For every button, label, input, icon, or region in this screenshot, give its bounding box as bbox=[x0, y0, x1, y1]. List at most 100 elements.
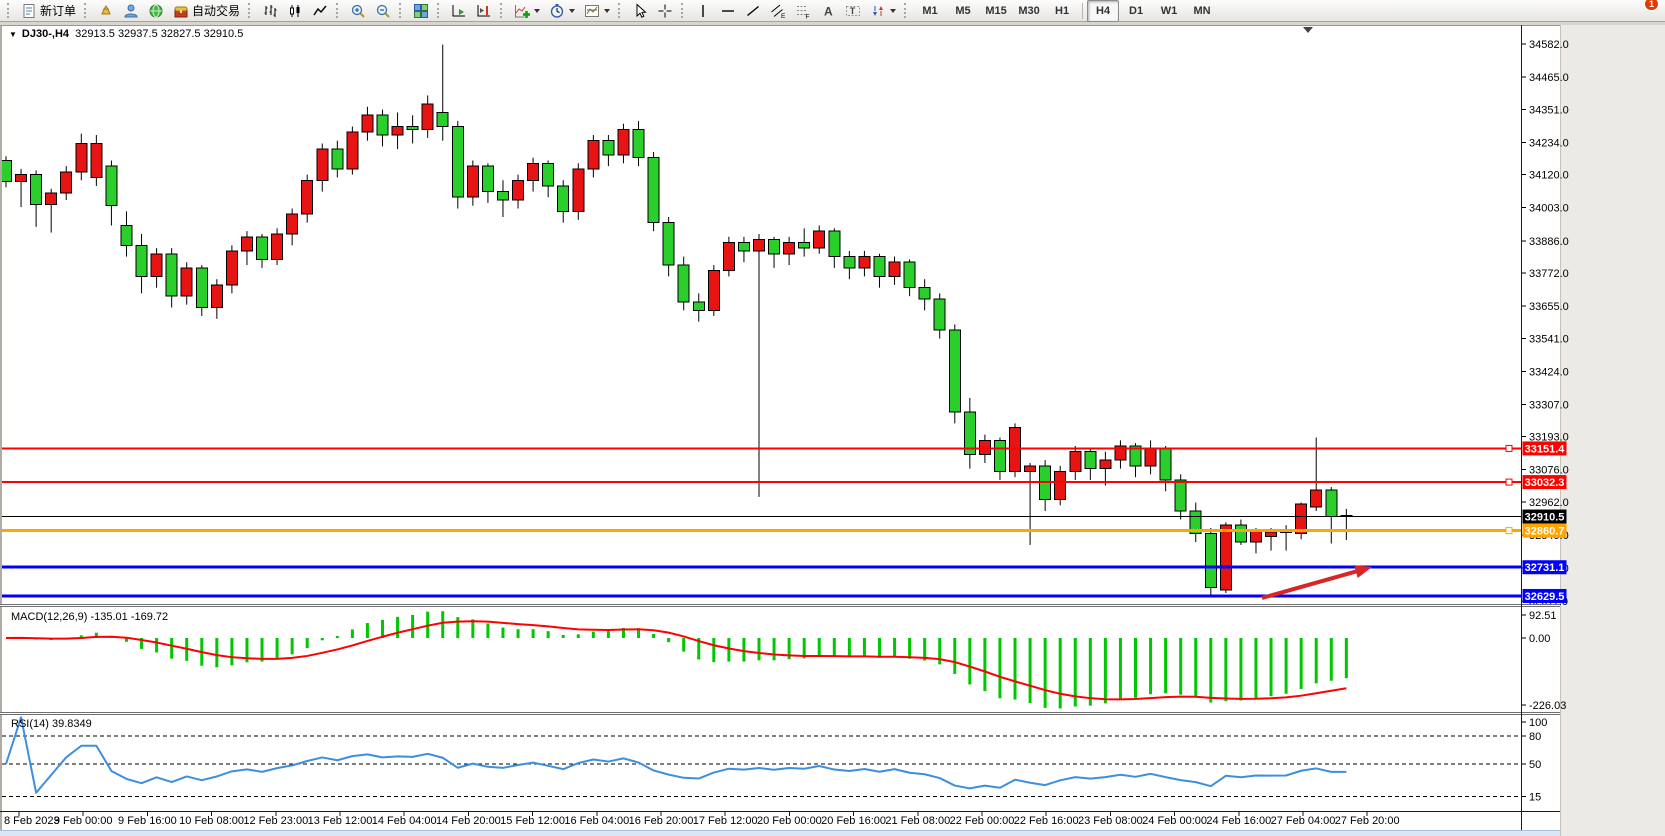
autotrading-button[interactable]: 自动交易 bbox=[169, 0, 244, 22]
metaeditor-button[interactable] bbox=[119, 0, 143, 22]
toolbar-right: 1 bbox=[1641, 0, 1665, 30]
cursor-button[interactable] bbox=[628, 0, 652, 22]
candle-body bbox=[1325, 489, 1338, 518]
time-tick-label: 14 Feb 04:00 bbox=[372, 815, 437, 827]
candle-body bbox=[1219, 524, 1232, 591]
timeframe-M30[interactable]: M30 bbox=[1018, 4, 1040, 17]
chart-shift-button[interactable] bbox=[472, 0, 496, 22]
indicators-icon bbox=[515, 4, 531, 18]
periods-button[interactable] bbox=[545, 0, 579, 22]
fibonacci-button[interactable]: F bbox=[791, 0, 815, 22]
candle-body bbox=[798, 241, 811, 249]
time-tick-label: 20 Feb 00:00 bbox=[757, 815, 822, 827]
price-tick-label: 33541.0 bbox=[1529, 333, 1569, 345]
rsi-axis-label: 15 bbox=[1529, 792, 1541, 804]
chart-shift-marker[interactable] bbox=[1303, 27, 1313, 33]
timeframe-D1[interactable]: D1 bbox=[1129, 4, 1144, 17]
chart-dropdown-icon[interactable]: ▼ bbox=[9, 30, 17, 39]
bar-chart-button[interactable] bbox=[258, 0, 282, 22]
candle-body bbox=[557, 185, 570, 212]
indicators-button[interactable] bbox=[510, 0, 544, 22]
label-icon: T bbox=[846, 5, 861, 16]
toolbar-grip bbox=[681, 3, 686, 18]
candles-layer bbox=[2, 44, 1353, 596]
arrows-button[interactable] bbox=[866, 0, 900, 22]
candle-chart-button[interactable] bbox=[283, 0, 307, 22]
toolbar-grip bbox=[336, 3, 341, 18]
resistance-line-2-handle[interactable] bbox=[1505, 478, 1513, 486]
svg-text:F: F bbox=[806, 13, 810, 19]
label-button[interactable]: T bbox=[841, 0, 865, 22]
signals-button[interactable] bbox=[144, 0, 168, 22]
candle-body bbox=[135, 244, 148, 277]
timeframe-H1[interactable]: H1 bbox=[1055, 4, 1070, 17]
time-tick-label: 21 Feb 08:00 bbox=[885, 815, 950, 827]
tile-windows-button[interactable] bbox=[409, 0, 433, 22]
timeframe-H4[interactable]: H4 bbox=[1087, 0, 1120, 22]
annotation-arrow[interactable] bbox=[1261, 567, 1363, 600]
candle-body bbox=[632, 128, 645, 159]
candle-body bbox=[406, 126, 419, 130]
price-tick-label: 33076.0 bbox=[1529, 465, 1569, 477]
zoom-out-button[interactable] bbox=[371, 0, 395, 22]
candle-body bbox=[933, 298, 946, 331]
candle-body bbox=[1054, 470, 1067, 501]
text-icon: A bbox=[824, 4, 833, 18]
dropdown-caret-icon[interactable] bbox=[534, 8, 541, 13]
arrows-icon bbox=[873, 5, 884, 16]
macd-axis-label: 0.00 bbox=[1529, 633, 1550, 645]
candle-body bbox=[225, 250, 238, 286]
macd-axis-label: 92.51 bbox=[1529, 610, 1557, 622]
text-button[interactable]: A bbox=[816, 0, 840, 22]
vline-button[interactable] bbox=[691, 0, 715, 22]
market-button[interactable] bbox=[94, 0, 118, 22]
trendline-button[interactable] bbox=[741, 0, 765, 22]
chart-background[interactable] bbox=[2, 25, 1560, 830]
line-chart-button[interactable] bbox=[308, 0, 332, 22]
resistance-line-2-badge-label: 33032.3 bbox=[1525, 477, 1565, 489]
price-tick-label: 34120.0 bbox=[1529, 170, 1569, 182]
timeframe-W1[interactable]: W1 bbox=[1160, 4, 1178, 17]
dropdown-caret-icon[interactable] bbox=[569, 8, 576, 13]
time-tick-label: 12 Feb 23:00 bbox=[243, 815, 308, 827]
chart-shift-icon bbox=[477, 4, 491, 16]
candle-body bbox=[993, 439, 1006, 472]
dropdown-caret-icon[interactable] bbox=[890, 8, 897, 13]
candle-body bbox=[527, 162, 540, 181]
templates-button[interactable] bbox=[580, 0, 614, 22]
timeframe-M1[interactable]: M1 bbox=[922, 4, 938, 17]
resistance-line-1-badge-label: 33151.4 bbox=[1525, 443, 1566, 455]
time-tick-label: 9 Feb 00:00 bbox=[54, 815, 113, 827]
timeframe-M15[interactable]: M15 bbox=[985, 4, 1007, 17]
candle-body bbox=[1265, 531, 1278, 537]
timeframe-M5[interactable]: M5 bbox=[955, 4, 971, 17]
orange-level-line-handle[interactable] bbox=[1505, 527, 1513, 535]
resistance-line-2-badge bbox=[1522, 475, 1567, 490]
time-tick-label: 24 Feb 00:00 bbox=[1142, 815, 1207, 827]
annotation-arrow-head[interactable] bbox=[1354, 565, 1372, 578]
price-tick-label: 34003.0 bbox=[1529, 203, 1569, 215]
crosshair-button[interactable] bbox=[653, 0, 677, 22]
resistance-line-1-handle[interactable] bbox=[1505, 444, 1513, 452]
price-tick-label: 32962.0 bbox=[1529, 497, 1569, 509]
candle-body bbox=[2, 159, 12, 183]
timeframe-MN[interactable]: MN bbox=[1193, 4, 1211, 17]
candle-body bbox=[481, 165, 494, 193]
candle-body bbox=[978, 439, 991, 455]
dropdown-caret-icon[interactable] bbox=[604, 8, 611, 13]
candle-body bbox=[331, 148, 344, 170]
channel-button[interactable]: E bbox=[766, 0, 790, 22]
time-tick-label: 17 Feb 12:00 bbox=[693, 815, 758, 827]
orange-level-line-badge-label: 32860.7 bbox=[1525, 526, 1565, 538]
rsi-axis-label: 80 bbox=[1529, 731, 1541, 743]
auto-scroll-button[interactable] bbox=[447, 0, 471, 22]
new-order-button[interactable]: 新订单 bbox=[17, 0, 80, 22]
candle-body bbox=[1249, 530, 1262, 543]
chart-canvas[interactable]: 34582.0 34465.0 34351.0 34234.0 34120.0 34003… bbox=[0, 22, 1665, 836]
toolbar-grip bbox=[84, 3, 89, 18]
zoom-in-button[interactable] bbox=[346, 0, 370, 22]
candle-body bbox=[271, 233, 284, 260]
candle-body bbox=[768, 239, 781, 255]
hline-button[interactable] bbox=[716, 0, 740, 22]
